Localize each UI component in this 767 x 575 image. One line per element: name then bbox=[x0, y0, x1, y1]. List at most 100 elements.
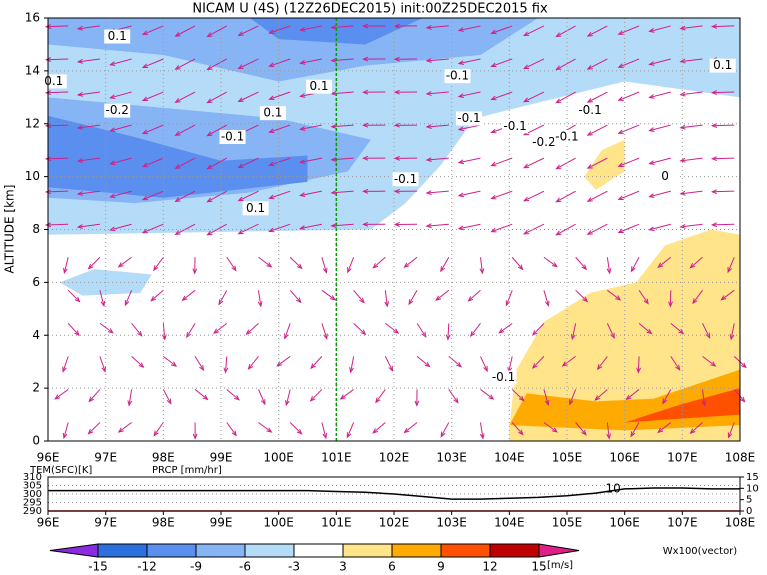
wind-vector bbox=[556, 157, 576, 170]
wind-vector-head bbox=[522, 163, 530, 169]
wind-vector-head bbox=[329, 295, 336, 301]
y-tick-label: 6 bbox=[32, 275, 40, 289]
wind-vector bbox=[78, 58, 100, 63]
contour-label: 0.1 bbox=[246, 201, 265, 215]
wind-vector-head bbox=[727, 267, 732, 274]
wind-vector bbox=[321, 289, 336, 301]
wind-vector bbox=[300, 157, 323, 163]
wind-vector-head bbox=[648, 193, 655, 198]
wind-vector-head bbox=[569, 399, 574, 406]
x-tick-label: 99E bbox=[210, 451, 233, 465]
wind-vector bbox=[78, 190, 100, 195]
shaded-region bbox=[584, 139, 625, 190]
wind-vector-head bbox=[648, 61, 655, 66]
contour-label: -0.1 bbox=[394, 172, 417, 186]
wind-vector-head bbox=[268, 29, 275, 34]
wind-vector bbox=[258, 256, 272, 268]
wind-vector-head bbox=[76, 191, 84, 196]
contour-label: -0.1 bbox=[578, 103, 601, 117]
wind-vector-head bbox=[581, 264, 588, 271]
wind-vector-head bbox=[174, 98, 181, 103]
wind-vector-head bbox=[617, 30, 624, 35]
wind-vector-head bbox=[109, 127, 116, 133]
wind-vector-head bbox=[206, 164, 213, 170]
wind-vector bbox=[508, 356, 513, 373]
wind-vector-head bbox=[617, 162, 624, 167]
x-tick-label: 96E bbox=[37, 451, 60, 465]
wind-vector-head bbox=[296, 297, 302, 304]
wind-vector-head bbox=[490, 227, 497, 233]
wind-vector-head bbox=[594, 395, 601, 401]
wind-vector bbox=[385, 322, 399, 334]
wind-vector-head bbox=[668, 301, 673, 308]
wind-vector-head bbox=[679, 223, 686, 229]
x-tick-label: 107E bbox=[667, 451, 698, 465]
x-tick-label: 108E bbox=[725, 451, 756, 465]
label-bg bbox=[530, 135, 557, 150]
wind-vector-head bbox=[372, 428, 379, 434]
wind-vector-head bbox=[181, 295, 188, 302]
wind-vector bbox=[182, 289, 196, 301]
wind-vector-head bbox=[403, 427, 410, 434]
wind-vector bbox=[78, 223, 100, 228]
wind-vector-head bbox=[555, 98, 562, 104]
wind-vector-head bbox=[322, 267, 328, 274]
wind-vector bbox=[63, 257, 69, 273]
y2-tick-label: 5 bbox=[746, 495, 752, 506]
wind-vector-head bbox=[362, 56, 369, 62]
wind-vector bbox=[458, 58, 481, 65]
wind-vector bbox=[458, 91, 481, 98]
wind-vector bbox=[162, 389, 172, 404]
x-tick-label: 97E bbox=[94, 451, 117, 465]
wind-vector-head bbox=[648, 28, 655, 33]
wind-vector bbox=[523, 91, 545, 103]
wind-vector-head bbox=[679, 91, 686, 97]
wind-vector-head bbox=[739, 396, 746, 403]
colorbar-label: 9 bbox=[437, 560, 445, 574]
wind-vector bbox=[657, 256, 672, 268]
x-tick-label: 98E bbox=[152, 516, 175, 530]
y-tick-label: 305 bbox=[23, 481, 42, 492]
wind-vector-head bbox=[63, 267, 68, 275]
wind-vector bbox=[728, 422, 735, 438]
wind-vector bbox=[618, 190, 640, 200]
shaded-region bbox=[624, 388, 740, 423]
x-tick-label: 99E bbox=[210, 516, 233, 530]
wind-vector-head bbox=[237, 163, 244, 169]
wind-vector bbox=[331, 124, 354, 128]
wind-vector-head bbox=[606, 433, 612, 440]
wind-vector bbox=[207, 223, 228, 236]
wind-vector-head bbox=[555, 32, 562, 38]
wind-vector-head bbox=[54, 394, 61, 400]
wind-vector-head bbox=[393, 222, 400, 227]
wind-vector-head bbox=[237, 31, 244, 36]
wind-vector bbox=[491, 91, 513, 100]
wind-vector-head bbox=[710, 123, 718, 128]
wind-vector bbox=[630, 257, 640, 272]
wind-vector bbox=[404, 256, 418, 268]
wind-vector-head bbox=[268, 227, 275, 233]
wind-vector bbox=[426, 25, 449, 29]
wind-vector bbox=[63, 422, 69, 439]
wind-vector-head bbox=[44, 57, 52, 62]
wind-vector bbox=[511, 389, 525, 401]
wind-vector bbox=[712, 25, 735, 28]
wind-vector bbox=[300, 223, 323, 230]
wind-vector bbox=[491, 58, 513, 67]
wind-vector-head bbox=[453, 397, 459, 404]
wind-vector-head bbox=[586, 230, 593, 235]
wind-vector bbox=[712, 124, 735, 127]
wind-vector-head bbox=[174, 64, 181, 70]
x-tick-label: 104E bbox=[494, 451, 525, 465]
wind-vector bbox=[110, 190, 132, 198]
wind-vector bbox=[680, 157, 703, 162]
wind-vector bbox=[468, 289, 481, 302]
wind-vector bbox=[340, 389, 354, 400]
x-tick-label: 101E bbox=[321, 451, 352, 465]
wind-vector-head bbox=[393, 89, 400, 95]
wind-vector bbox=[46, 223, 69, 226]
wind-vector-head bbox=[490, 95, 497, 101]
wind-vector bbox=[225, 356, 228, 373]
wind-vector bbox=[571, 323, 577, 340]
legend-label: PRCP [mm/hr] bbox=[152, 465, 222, 476]
